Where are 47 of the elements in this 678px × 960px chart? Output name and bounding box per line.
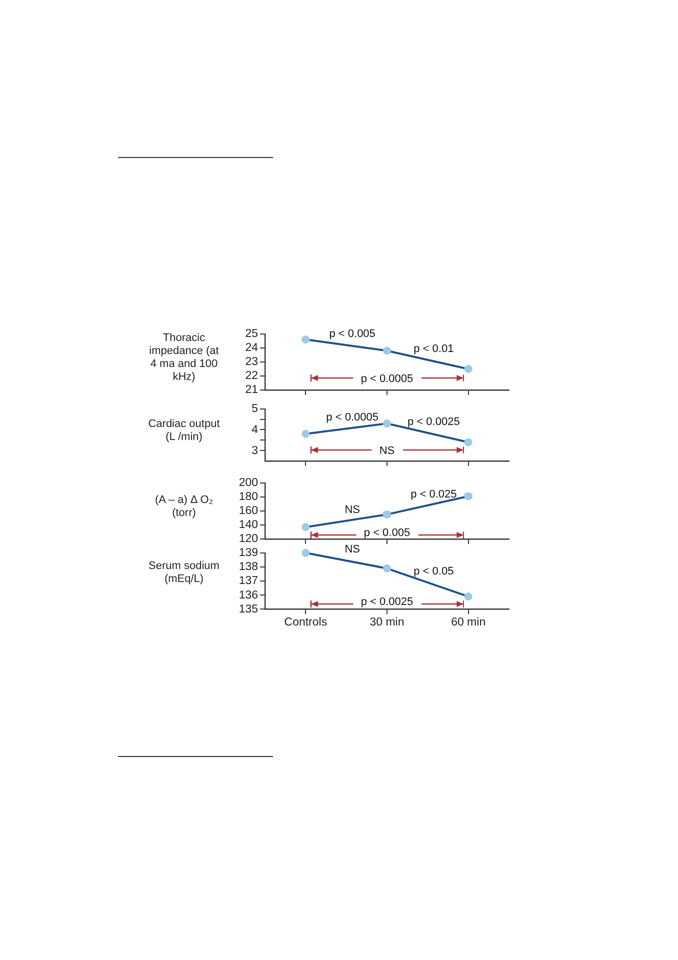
annotation: NS <box>344 544 360 556</box>
x-tick-label: 60 min <box>451 616 486 628</box>
y-tick-label: 160 <box>238 505 258 518</box>
y-tick-label: 22 <box>245 370 258 382</box>
y-tick-label: 3 <box>252 444 258 457</box>
y-tick-label: 135 <box>238 603 258 616</box>
annotation: p < 0.0025 <box>408 416 460 428</box>
annotation: p < 0.005 <box>364 527 410 540</box>
y-tick-label: 140 <box>238 519 258 532</box>
y-tick-label: 137 <box>238 575 258 588</box>
x-tick-label: 30 min <box>370 616 404 628</box>
annotation: p < 0.0005 <box>360 373 414 386</box>
y-tick-label: 21 <box>245 384 258 396</box>
y-tick-label: 23 <box>245 356 258 368</box>
point <box>383 564 391 572</box>
y-tick-label: 25 <box>245 328 258 340</box>
annotation: p < 0.01 <box>414 342 454 355</box>
point <box>464 592 472 601</box>
point <box>383 419 391 428</box>
y-tick-label: 4 <box>252 424 259 436</box>
y-tick-label: 180 <box>238 491 258 504</box>
point <box>464 438 472 446</box>
annotation: p < 0.025 <box>410 488 457 500</box>
annotation: p < 0.05 <box>414 565 454 578</box>
annotation: NS <box>379 445 395 458</box>
annotation: p < 0.0025 <box>360 596 414 608</box>
y-tick-label: 200 <box>238 477 258 490</box>
point <box>302 523 310 532</box>
annotation: p < 0.0005 <box>326 412 378 424</box>
point <box>383 346 391 355</box>
y-axis-title: Cardiac output (L /min) <box>148 417 220 445</box>
y-tick-label: 120 <box>238 533 258 546</box>
point <box>302 430 310 438</box>
annotation: p < 0.005 <box>329 328 376 340</box>
x-tick-label: Controls <box>284 616 328 628</box>
y-tick-label: 138 <box>238 561 258 574</box>
y-axis-title: (A – a) Δ O₂ (torr) <box>154 493 214 521</box>
point <box>302 548 310 557</box>
point <box>464 364 472 373</box>
y-axis-title: Serum sodium (mEq/L) <box>148 559 220 587</box>
point <box>302 336 310 344</box>
y-tick-label: 136 <box>238 589 258 602</box>
annotation: NS <box>344 504 360 516</box>
y-tick-label: 5 <box>252 403 258 416</box>
y-tick-label: 139 <box>238 547 258 560</box>
y-axis-title: Thoracic impedance (at 4 ma and 100 kHz) <box>148 331 220 385</box>
y-tick-label: 24 <box>245 342 259 354</box>
